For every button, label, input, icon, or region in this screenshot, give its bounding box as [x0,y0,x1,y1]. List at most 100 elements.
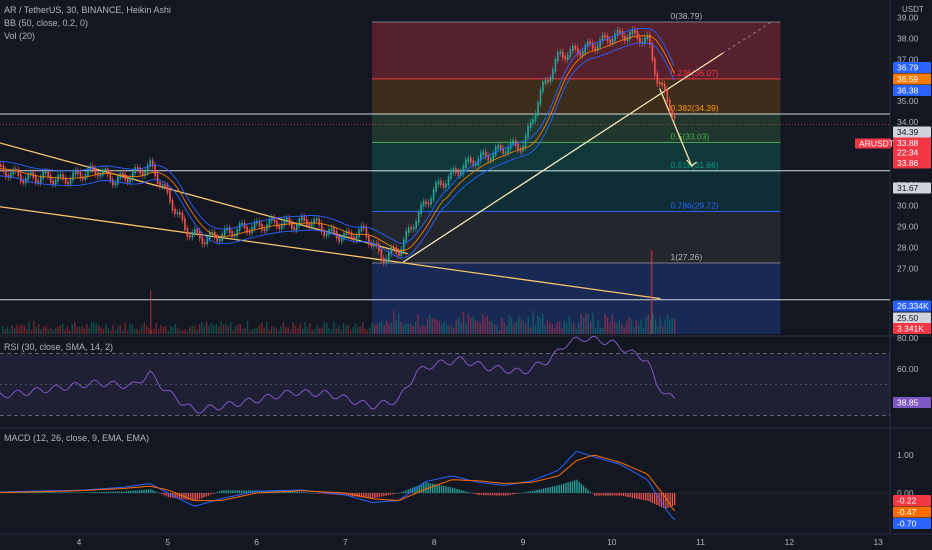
candle [417,212,420,224]
candle [15,168,17,172]
macd-histogram-bar [447,486,449,493]
macd-histogram-bar [236,490,238,493]
macd-histogram-bar [363,493,365,498]
candle [499,144,502,150]
volume-bar [650,250,653,334]
macd-histogram-bar [478,493,480,496]
candle [87,168,89,177]
macd-histogram-bar [376,493,378,498]
macd-histogram-bar [85,492,87,493]
macd-histogram-bar [483,493,485,496]
volume-bar [674,319,676,334]
volume-bar [88,328,90,334]
volume-bar [496,325,498,334]
candle [64,177,67,184]
volume-bar [182,330,184,334]
volume-bar [4,329,6,334]
candle [552,69,554,80]
macd-histogram-bar [43,492,45,493]
price-tag-label: 34.39 [897,127,919,137]
macd-histogram-bar [618,493,620,496]
candle [405,230,408,242]
volume-legend[interactable]: Vol (20) [4,31,36,41]
candle [472,160,475,167]
candle [594,46,596,51]
volume-bar [328,328,330,334]
volume-bar [599,327,601,334]
macd-histogram-bar [81,492,83,494]
macd-histogram-bar [92,492,94,493]
volume-bar [566,322,568,334]
macd-histogram-bar [596,493,598,496]
volume-bar [398,313,400,334]
volume-bar [462,311,465,334]
candle [609,39,611,44]
volume-bar [554,327,556,334]
candle [59,174,62,178]
candle [435,182,437,192]
macd-histogram-bar [243,490,245,493]
candle [557,51,559,62]
candle [502,147,504,154]
volume-bar [431,318,433,334]
volume-bar [119,325,121,334]
volume-bar [491,321,493,334]
volume-bar [609,321,611,334]
volume-bar [611,314,613,334]
macd-histogram-bar [83,492,85,493]
volume-bar [549,322,551,334]
macd-histogram-bar [176,493,178,499]
volume-bar [417,314,419,334]
macd-histogram-bar [565,483,567,493]
candle [581,50,584,57]
macd-histogram-bar [471,493,474,494]
candle [385,258,388,264]
candle [266,224,268,231]
volume-bar [498,330,501,334]
candle [549,77,552,83]
macd-histogram-bar [118,491,121,493]
macd-legend[interactable]: MACD (12, 26, close, 9, EMA, EMA) [4,433,150,443]
symbol-legend[interactable]: AR / TetherUS, 30, BINANCE, Heikin Ashi [4,5,171,15]
volume-bar [59,324,61,334]
candle [462,165,465,175]
bb-legend[interactable]: BB (50, close, 0.2, 0) [4,18,89,28]
volume-bar [215,324,217,334]
fib-level-label: 0.382(34.39) [671,103,719,113]
volume-bar [350,330,352,334]
macd-histogram-bar [360,493,363,498]
candle [102,169,104,176]
macd-histogram-bar [580,483,583,493]
macd-histogram-bar [249,490,252,493]
candle [375,243,378,246]
macd-histogram-bar [79,492,81,494]
rsi-legend[interactable]: RSI (30, close, SMA, 14, 2) [4,342,114,352]
macd-histogram-bar [103,491,105,493]
macd-histogram-bar [591,493,594,494]
volume-bar [458,317,460,334]
volume-bar [618,319,621,334]
candle [639,36,641,44]
macd-histogram-bar [241,490,243,493]
candle [104,168,107,172]
volume-bar [446,324,448,334]
macd-histogram-bar [187,493,190,501]
candle [430,198,432,205]
macd-histogram-bar [256,490,258,493]
volume-bar [198,324,201,334]
candle [146,164,149,174]
volume-bar [138,330,141,334]
symbol-tag-label: ARUSDT [859,139,894,149]
macd-histogram-bar [389,493,392,495]
candle [584,44,587,53]
volume-bar [494,324,496,334]
candle [370,242,373,247]
volume-bar [508,315,510,334]
candle [589,41,592,45]
volume-bar [167,330,169,334]
candle [261,224,263,231]
time-tick-label: 8 [432,537,437,547]
macd-histogram-bar [72,492,74,493]
candle [209,232,211,240]
